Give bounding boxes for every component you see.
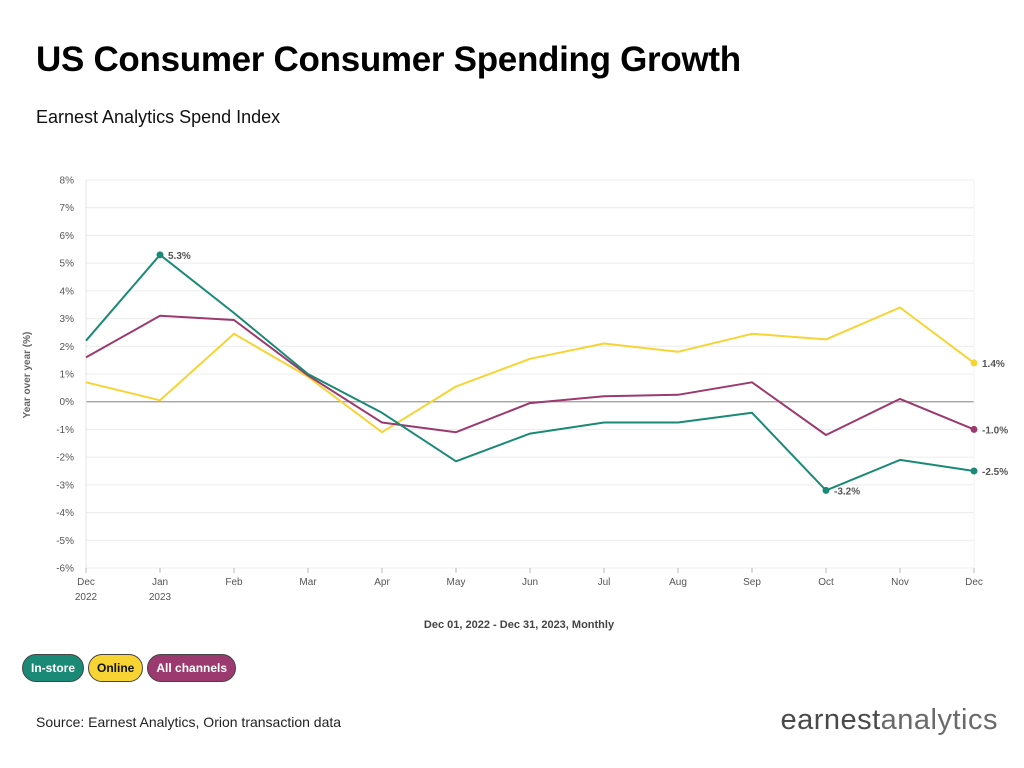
series-line-in-store (85, 253, 975, 492)
y-tick-label: -2% (56, 453, 74, 464)
y-axis-label: Year over year (%) (22, 332, 33, 419)
x-tick-label: Apr (374, 577, 390, 588)
y-tick-label: 2% (60, 342, 75, 353)
y-tick-label: -5% (56, 536, 74, 547)
data-label: -1.0% (982, 425, 1008, 436)
series-line-online (85, 306, 975, 434)
line-chart: 8% 7% 6% 5% 4% 3% 2% 1% 0% -1% -2% -3% -4% -5% -6% Dec… (22, 176, 1008, 632)
x-tick-label: Feb (225, 577, 243, 588)
y-tick-label: 5% (60, 259, 75, 270)
logo-part-analytics: analytics (880, 704, 998, 736)
y-tick-label: 1% (60, 370, 75, 381)
data-point-marker (156, 251, 164, 259)
series-lines (85, 253, 975, 492)
x-tick-label: Dec (965, 577, 983, 588)
x-tick-label: Sep (743, 577, 761, 588)
data-label: -2.5% (982, 467, 1008, 478)
y-tick-label: -6% (56, 564, 74, 575)
chart-subtitle: Earnest Analytics Spend Index (36, 107, 281, 127)
data-label: -3.2% (834, 486, 860, 497)
data-label: 5.3% (168, 251, 191, 262)
x-tick-label: Jul (598, 577, 611, 588)
chart-title: US Consumer Consumer Spending Growth (36, 40, 741, 79)
data-point-marker (970, 467, 978, 475)
x-tick-label: Aug (669, 577, 687, 588)
y-tick-label: 7% (60, 203, 75, 214)
data-point-marker (970, 359, 978, 367)
data-label: 1.4% (982, 359, 1005, 370)
x-tick-label: Jan (152, 577, 168, 588)
legend-item-all-channels[interactable]: All channels (147, 654, 237, 682)
y-tick-label: 0% (60, 397, 75, 408)
legend-item-online[interactable]: Online (88, 654, 144, 682)
data-point-marker (822, 486, 830, 494)
x-tick-label: Nov (891, 577, 909, 588)
series-points (156, 251, 978, 494)
x-tick-label: Dec (77, 577, 95, 588)
y-tick-label: 3% (60, 314, 75, 325)
y-axis-ticks: 8% 7% 6% 5% 4% 3% 2% 1% 0% -1% -2% -3% -4% -5% -6% (56, 176, 74, 575)
logo-part-earnest: earnest (780, 704, 881, 736)
x-axis-label: Dec 01, 2022 - Dec 31, 2023, Monthly (424, 619, 615, 631)
legend-item-in-store[interactable]: In-store (22, 654, 85, 682)
legend: In-store Online All channels (22, 654, 237, 682)
y-tick-label: -3% (56, 480, 74, 491)
source-note: Source: Earnest Analytics, Orion transac… (36, 714, 342, 730)
x-axis-ticks: Dec 2022 Jan 2023 Feb Mar Apr May Jun Jul Aug Sep Oc… (75, 568, 983, 603)
series-line-all-channels (85, 314, 975, 436)
x-tick-year-label: 2023 (149, 592, 172, 603)
x-tick-label: May (447, 577, 466, 588)
y-tick-label: 6% (60, 231, 75, 242)
x-tick-label: Oct (818, 577, 834, 588)
x-tick-label: Jun (522, 577, 538, 588)
y-tick-label: -4% (56, 508, 74, 519)
data-labels: 5.3% -3.2% 1.4% -1.0% -2.5% (168, 251, 1008, 498)
data-point-marker (970, 425, 978, 433)
y-tick-label: -1% (56, 425, 74, 436)
y-tick-label: 4% (60, 286, 75, 297)
y-tick-label: 8% (60, 176, 75, 187)
brand-logo: earnestanalytics (780, 704, 998, 737)
grid (85, 179, 975, 569)
x-tick-label: Mar (299, 577, 317, 588)
x-tick-year-label: 2022 (75, 592, 98, 603)
